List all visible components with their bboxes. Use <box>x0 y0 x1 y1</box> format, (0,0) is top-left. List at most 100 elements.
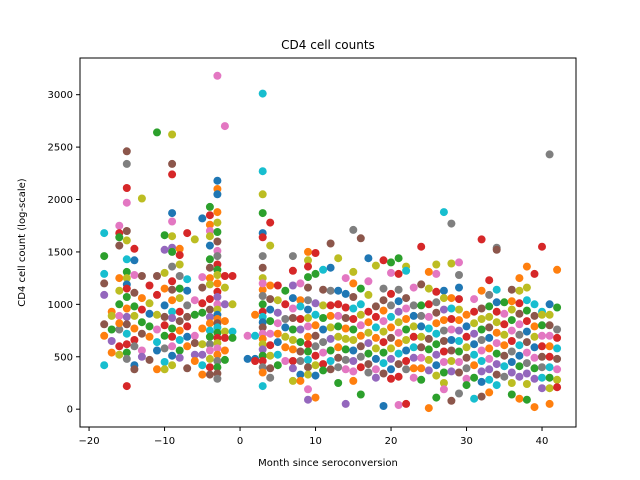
data-point <box>439 316 448 325</box>
data-point <box>168 332 177 341</box>
data-point <box>304 247 312 256</box>
data-point <box>288 364 297 373</box>
data-point <box>515 320 524 329</box>
data-point <box>304 314 312 322</box>
data-point <box>319 325 328 334</box>
data-point <box>168 324 177 333</box>
data-point <box>432 350 441 359</box>
data-point <box>379 306 388 315</box>
data-point <box>160 331 169 340</box>
y-tick-label: 0 <box>67 405 73 416</box>
data-point <box>492 381 501 390</box>
data-point <box>304 363 312 372</box>
data-point <box>439 305 448 314</box>
data-point <box>371 373 380 382</box>
data-point <box>130 342 139 351</box>
data-point <box>258 345 267 354</box>
data-point <box>190 339 199 348</box>
data-point <box>130 311 139 320</box>
data-point <box>371 323 380 332</box>
data-point <box>545 150 554 159</box>
data-point <box>538 310 546 319</box>
data-point <box>334 300 343 309</box>
data-point <box>545 321 554 330</box>
data-point <box>168 232 177 241</box>
data-point <box>288 336 297 344</box>
data-point <box>122 304 131 313</box>
data-point <box>130 324 139 333</box>
data-point <box>522 262 531 271</box>
data-point <box>288 252 297 261</box>
data-point <box>145 299 154 308</box>
data-point <box>137 352 146 361</box>
data-point <box>507 326 516 335</box>
data-point <box>394 401 403 409</box>
data-point <box>130 271 139 279</box>
data-point <box>432 361 441 370</box>
data-point <box>183 286 192 295</box>
data-point <box>439 385 448 394</box>
data-point <box>175 326 184 335</box>
data-point <box>455 305 463 314</box>
data-point <box>522 369 531 378</box>
data-point <box>205 305 214 314</box>
data-point <box>115 300 124 309</box>
data-point <box>288 376 297 385</box>
data-point <box>470 350 479 359</box>
data-point <box>266 317 275 326</box>
data-point <box>371 365 380 374</box>
data-point <box>545 331 554 340</box>
data-point <box>394 269 403 278</box>
data-point <box>500 309 509 318</box>
data-point <box>190 350 199 359</box>
data-point <box>258 300 267 309</box>
data-point <box>492 318 501 327</box>
data-point <box>213 357 222 365</box>
data-point <box>122 159 131 168</box>
data-point <box>122 382 131 391</box>
data-point <box>545 363 554 372</box>
data-point <box>530 364 539 373</box>
data-point <box>100 290 109 299</box>
data-point <box>168 247 177 256</box>
data-point <box>522 348 531 357</box>
data-point <box>492 339 501 348</box>
data-point <box>522 395 531 404</box>
y-tick-label: 2000 <box>48 195 73 206</box>
data-point <box>220 122 229 131</box>
data-point <box>326 323 335 332</box>
data-point <box>100 229 109 238</box>
data-point <box>409 373 418 382</box>
data-point <box>334 311 343 320</box>
data-point <box>371 354 380 363</box>
data-point <box>477 235 486 244</box>
data-point <box>100 361 109 370</box>
data-point <box>356 390 365 399</box>
data-point <box>485 388 494 397</box>
data-point <box>258 209 267 218</box>
y-tick-label: 2500 <box>48 143 73 154</box>
data-point <box>477 325 486 334</box>
data-point <box>213 350 222 359</box>
data-point <box>304 370 312 379</box>
data-point <box>175 317 184 326</box>
data-point <box>485 333 494 342</box>
data-point <box>424 345 433 354</box>
data-point <box>379 338 388 347</box>
data-point <box>409 283 418 292</box>
data-point <box>364 307 373 316</box>
data-point <box>205 363 214 372</box>
data-point <box>371 333 380 342</box>
data-point <box>379 256 388 265</box>
data-point <box>356 352 365 361</box>
data-point <box>326 301 335 310</box>
data-point <box>432 340 441 349</box>
data-point <box>470 307 479 316</box>
chart-title: CD4 cell counts <box>281 38 375 52</box>
data-point <box>349 225 358 234</box>
data-point <box>281 343 290 352</box>
data-point <box>379 348 388 357</box>
data-point <box>122 354 131 363</box>
data-point <box>168 277 177 286</box>
data-point <box>183 301 192 310</box>
